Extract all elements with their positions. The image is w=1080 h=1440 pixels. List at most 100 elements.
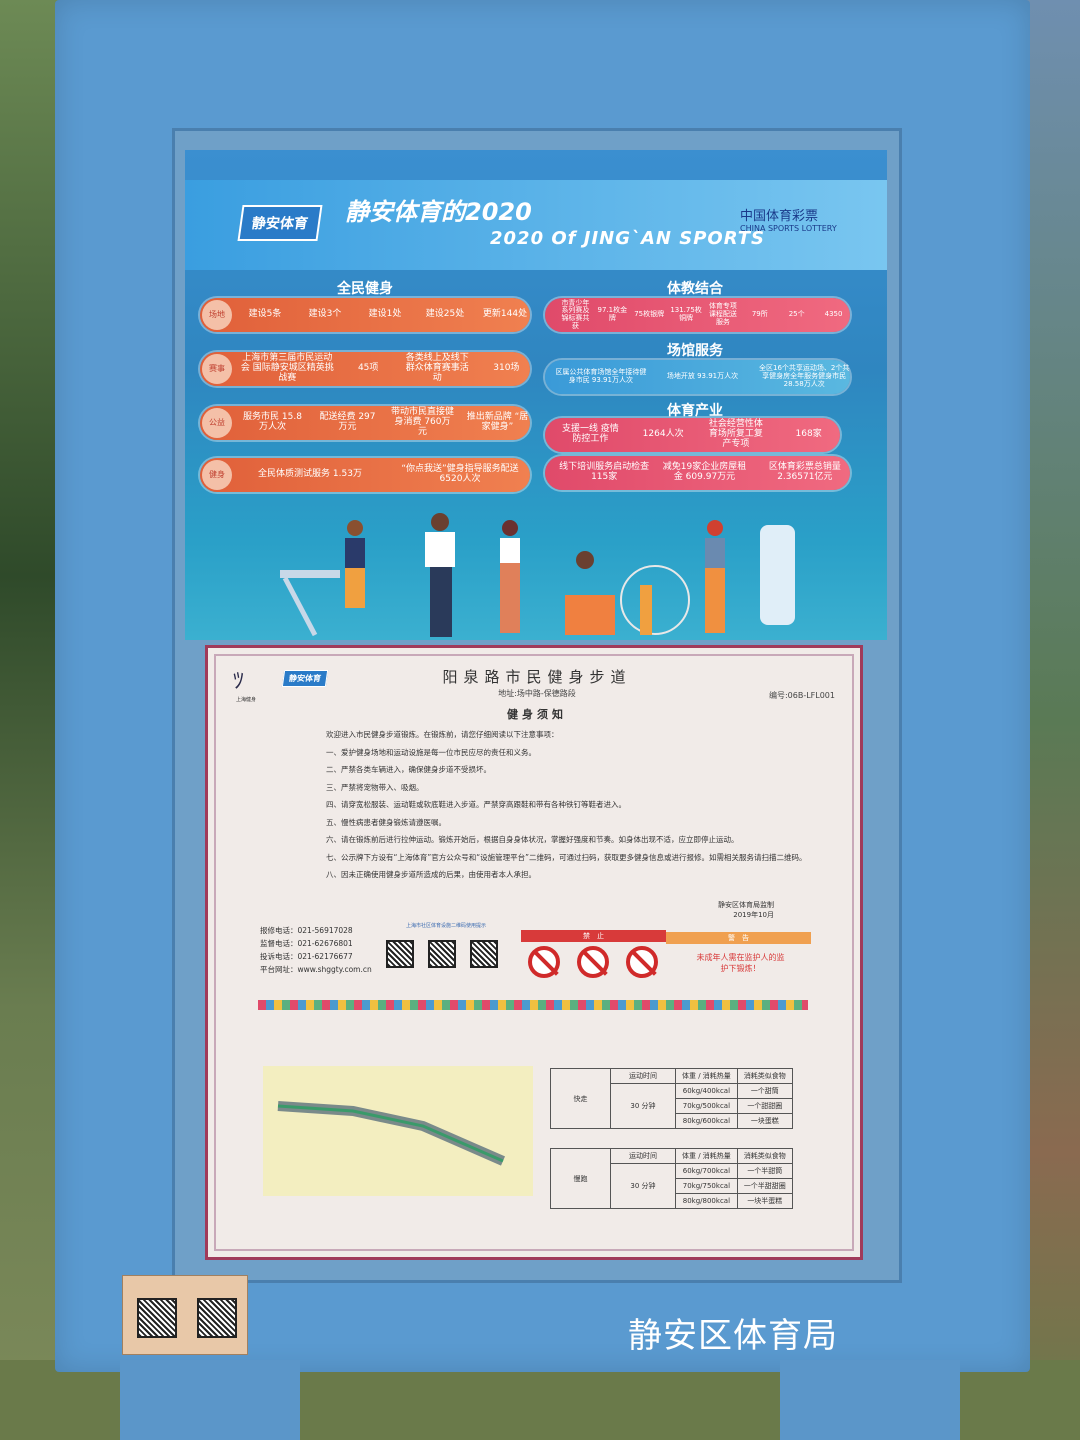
- prohibited-header: 禁 止: [521, 930, 666, 942]
- stat: “你点我送”健身指导服务配送 6520人次: [401, 464, 519, 484]
- shanghai-fitness-logo: ﾂ: [233, 669, 245, 694]
- issuer-block: 静安区体育局监制 2019年10月: [718, 900, 774, 920]
- china-sports-lottery-logo: 中国体育彩票 CHINA SPORTS LOTTERY: [740, 205, 837, 233]
- rule-item: 七、公示牌下方设有“上海体育”官方公众号和“设施管理平台”二维码，可通过扫码，获…: [326, 852, 807, 862]
- rule-item: 二、严禁各类车辆进入，确保健身步道不受损坏。: [326, 765, 491, 774]
- trail-address: 地址:场中路-保德路段: [498, 689, 576, 698]
- sign-leg-left: [120, 1360, 300, 1440]
- rule-item: 五、慢性病患者健身锻炼请遵医嘱。: [326, 817, 446, 827]
- stat: 建设25处: [425, 309, 465, 320]
- no-smoking-icon: [577, 946, 609, 978]
- stat: 97.1枚金牌: [597, 306, 628, 322]
- qr-code[interactable]: [197, 1298, 237, 1338]
- industry-row-2: 线下培训服务启动检查 115家 减免19家企业房屋租金 609.97万元 区体育…: [545, 456, 850, 490]
- qr-code[interactable]: [470, 940, 498, 968]
- jingan-sports-logo: 静安体育: [237, 205, 323, 241]
- stat: 市青少年系列赛及锦标赛共获: [561, 298, 590, 330]
- stat: 推出新品牌 “居家健身”: [466, 412, 529, 432]
- section-heading-industry: 体育产业: [667, 403, 723, 419]
- activity: 快走: [550, 1068, 611, 1129]
- stat: 建设5条: [248, 309, 282, 320]
- rule-item: 一、爱护健身场地和运动设施是每一位市民应尽的责任和义务。: [326, 747, 536, 757]
- qr-code[interactable]: [428, 940, 456, 968]
- shanghai-fitness-logo-text: 上海健身: [236, 697, 257, 703]
- header: 消耗类似食物: [736, 1148, 793, 1164]
- prohibited-icons: [528, 946, 658, 978]
- stat: 1264人次: [642, 429, 684, 440]
- section-heading-education: 体教结合: [667, 281, 723, 297]
- rules-intro: 欢迎进入市民健身步道锻炼。在锻炼前，请您仔细阅读以下注意事项：: [326, 730, 559, 739]
- fitness-row-4: 健身 全民体质测试服务 1.53万 “你点我送”健身指导服务配送 6520人次: [200, 458, 530, 492]
- duration: 30 分钟: [610, 1163, 676, 1209]
- brisk-walk-table: 快走 运动时间 体重 / 消耗热量 消耗类似食物 30 分钟 60kg/400kcal 一…: [550, 1068, 793, 1129]
- cell: 一块蛋糕: [736, 1113, 793, 1129]
- stat: 各类线上及线下 群众体育赛事活动: [405, 353, 469, 383]
- supervision-phone: 监督电话：021-62676801: [260, 939, 353, 948]
- decorative-triangle-strip: [258, 1000, 808, 1010]
- poster-title: 静安体育的2020: [345, 198, 532, 226]
- stat: 建设3个: [308, 309, 342, 320]
- fitness-row-3: 公益 服务市民 15.8万人次 配送经费 297万元 带动市民直接健身消费 76…: [200, 406, 530, 440]
- cell: 一个甜甜圈: [736, 1098, 793, 1114]
- rules-list: 欢迎进入市民健身步道锻炼。在锻炼前，请您仔细阅读以下注意事项： 一、爱护健身场地…: [326, 726, 856, 884]
- issue-date: 2019年10月: [733, 911, 774, 919]
- activity: 慢跑: [550, 1148, 611, 1209]
- stat: 4350: [824, 310, 843, 319]
- stat: 45项: [357, 363, 379, 374]
- stat: 310场: [493, 363, 520, 374]
- organization-name: 静安区体育局: [628, 1316, 838, 1356]
- section-heading-fitness: 全民健身: [337, 281, 393, 297]
- stat: 支援一线 疫情防控工作: [561, 424, 619, 444]
- qr-code[interactable]: [137, 1298, 177, 1338]
- cell: 80kg/600kcal: [675, 1113, 738, 1129]
- rules-heading: 健身须知: [507, 708, 567, 721]
- rule-item: 四、请穿宽松服装、运动鞋或软底鞋进入步道。严禁穿高跟鞋和带有各种铁钉等鞋者进入。: [326, 800, 626, 809]
- cell: 60kg/700kcal: [675, 1163, 738, 1179]
- cell: 80kg/800kcal: [675, 1193, 738, 1209]
- industry-row-1: 支援一线 疫情防控工作 1264人次 社会经营性体育场所复工复产专项 168家: [545, 418, 840, 452]
- trail-map: [263, 1066, 533, 1196]
- sports-2020-poster: 静安体育 静安体育的2020 2020 Of JING`AN SPORTS 中国…: [185, 150, 887, 640]
- qr-codes: [386, 940, 498, 968]
- stat: 区属公共体育场馆全年接待健身市民 93.91万人次: [555, 368, 647, 384]
- section-heading-venues: 场馆服务: [667, 343, 723, 359]
- platform-website[interactable]: 平台网址：www.shggty.com.cn: [260, 965, 372, 974]
- stat: 75枚银牌: [634, 310, 665, 319]
- cell: 一个甜筒: [736, 1083, 793, 1099]
- stat: 168家: [795, 429, 822, 440]
- stat: 减免19家企业房屋租金 609.97万元: [662, 462, 747, 482]
- education-row: 市青少年系列赛及锦标赛共获 97.1枚金牌 75枚银牌 131.75枚铜牌 体育…: [545, 298, 850, 332]
- trail-map-drawing: [277, 1101, 506, 1166]
- stat: 区体育彩票总销量 2.36571亿元: [768, 462, 841, 482]
- fitness-row-1: 场地 建设5条 建设3个 建设1处 建设25处 更新144处: [200, 298, 530, 332]
- warning-text: 未成年人需在监护人的监护下锻炼！: [696, 953, 785, 973]
- poster-subtitle: 2020 Of JING`AN SPORTS: [490, 228, 766, 249]
- header: 运动时间: [610, 1068, 676, 1084]
- issuer: 静安区体育局监制: [718, 901, 774, 909]
- stat: 131.75枚铜牌: [670, 306, 702, 322]
- cell: 70kg/500kcal: [675, 1098, 738, 1114]
- lottery-cn: 中国体育彩票: [740, 209, 819, 224]
- repair-phone: 报修电话：021-56917028: [260, 926, 353, 935]
- qr-heading: 上海市社区体育设施二维码使用提示: [405, 923, 486, 929]
- rule-item: 三、严禁将宠物带入、吸烟。: [326, 782, 424, 792]
- athletes-illustration: [280, 513, 795, 637]
- stat: 建设1处: [368, 309, 402, 320]
- stat: 全区16个共享运动场、2个共享健身房全年服务健身市民 28.58万人次: [758, 364, 850, 388]
- complaint-phone: 投诉电话：021-62176677: [260, 952, 353, 961]
- stat: 带动市民直接健身消费 760万元: [390, 407, 454, 437]
- cell: 一块半蛋糕: [736, 1193, 793, 1209]
- warning-header: 警 告: [666, 932, 811, 944]
- jogging-table: 慢跑 运动时间 体重 / 消耗热量 消耗类似食物 30 分钟 60kg/700kcal 一…: [550, 1148, 793, 1209]
- stat: 线下培训服务启动检查 115家: [559, 462, 650, 482]
- qr-code[interactable]: [386, 940, 414, 968]
- stat: 25个: [788, 310, 805, 319]
- sign-leg-right: [780, 1360, 960, 1440]
- fitness-trail-notice: ﾂ 上海健身 静安体育 阳泉路市民健身步道 地址:场中路-保德路段 编号:06B…: [205, 645, 863, 1260]
- cell: 70kg/750kcal: [675, 1178, 738, 1194]
- header: 运动时间: [610, 1148, 676, 1164]
- duration: 30 分钟: [610, 1083, 676, 1129]
- stat: 上海市第三届市民运动会 国际静安城区精英挑战赛: [240, 353, 334, 383]
- stat: 场地开放 93.91万人次: [666, 372, 739, 381]
- stat: 体育专项课程配送服务: [708, 302, 737, 326]
